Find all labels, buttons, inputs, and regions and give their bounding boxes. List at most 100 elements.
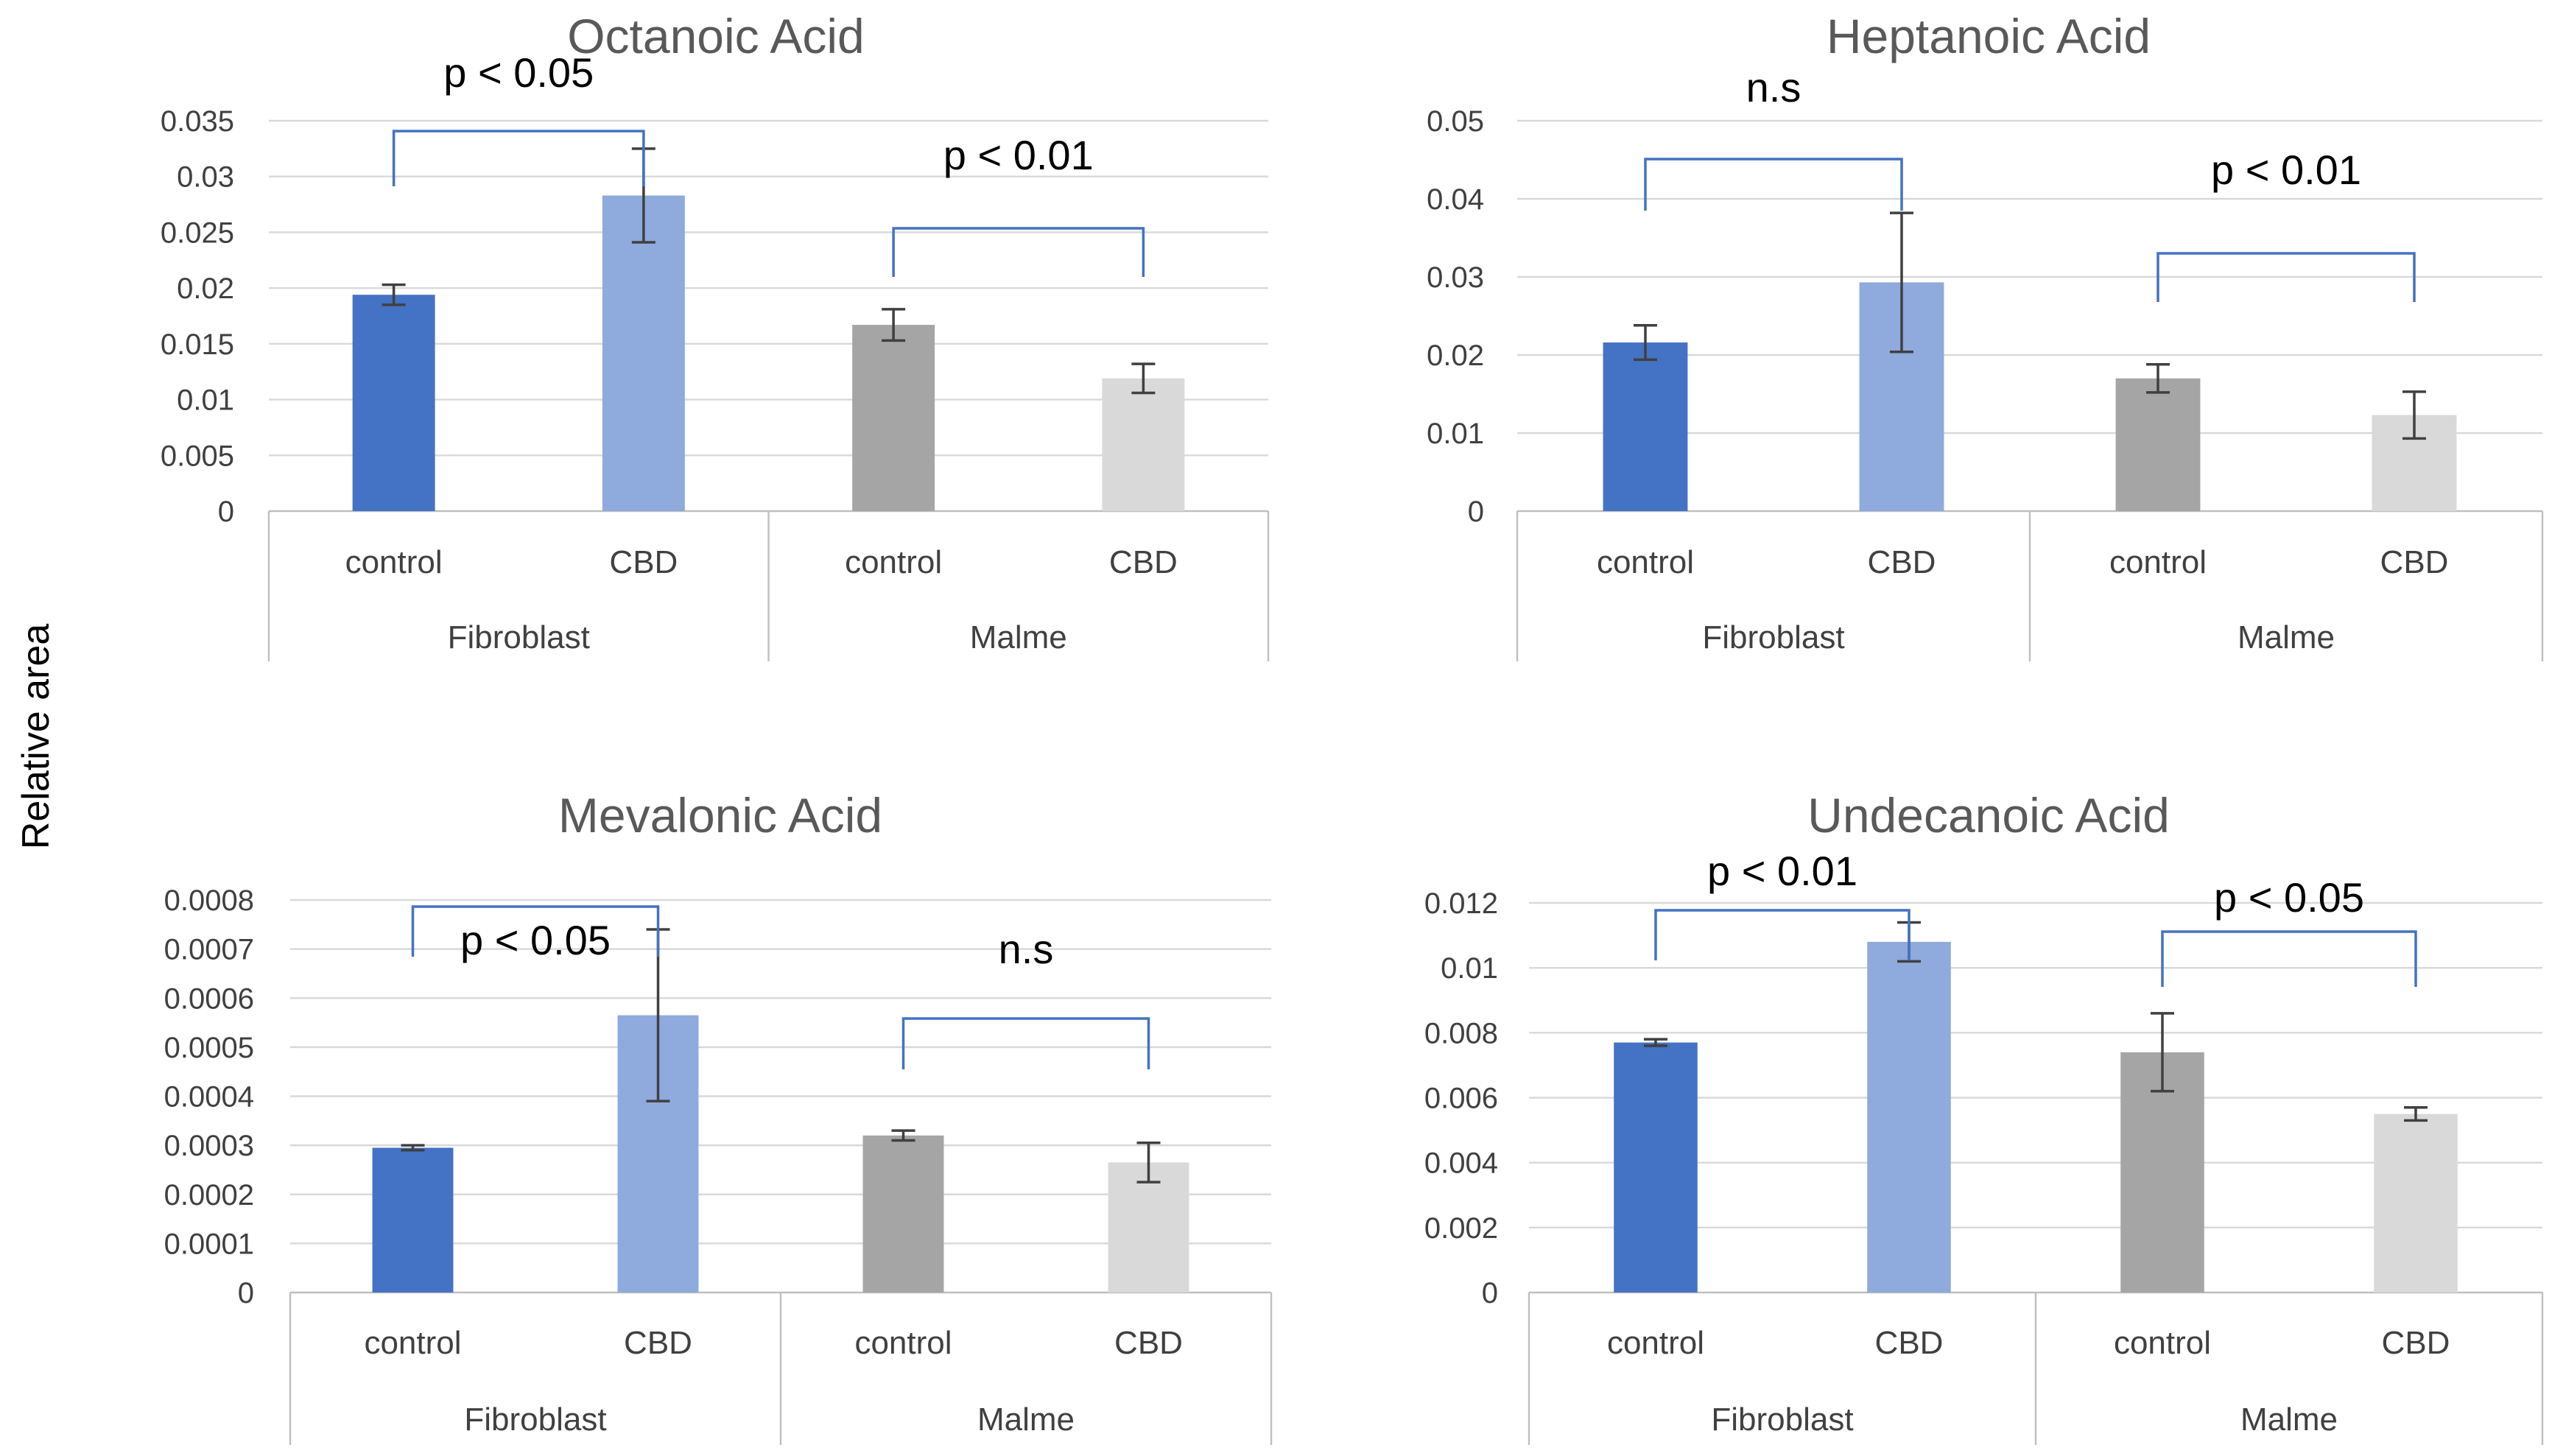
error-bar	[2404, 1105, 2428, 1122]
significance-label: p < 0.05	[460, 917, 611, 963]
significance-label: p < 0.01	[1707, 848, 1857, 894]
chart-title: Heptanoic Acid	[1827, 9, 2151, 63]
x-category-label: CBD	[1109, 544, 1178, 580]
x-group-label: Fibroblast	[448, 619, 590, 655]
y-tick-label: 0.01	[177, 384, 234, 417]
bar-control	[2115, 378, 2201, 511]
bar-cbd	[602, 195, 685, 511]
x-category-label: CBD	[2382, 1325, 2450, 1361]
y-tick-label: 0.01	[1427, 418, 1484, 450]
x-category-label: control	[2109, 544, 2207, 580]
x-category-label: CBD	[624, 1325, 692, 1361]
x-category-label: CBD	[609, 544, 678, 580]
significance-bracket	[2161, 930, 2417, 987]
bar-control	[372, 1147, 454, 1293]
y-tick-label: 0.0008	[164, 884, 254, 917]
x-group-label: Fibroblast	[1711, 1402, 1853, 1438]
y-tick-label: 0.005	[161, 440, 234, 472]
y-tick-label: 0.006	[1424, 1083, 1498, 1115]
bar-control	[352, 295, 435, 511]
y-tick-label: 0.025	[161, 217, 234, 249]
x-group-label: Malme	[2238, 619, 2335, 655]
error-bar	[401, 1144, 425, 1152]
y-tick-label: 0.0007	[164, 934, 254, 966]
y-tick-label: 0.03	[177, 161, 234, 194]
x-category-label: control	[854, 1325, 952, 1361]
significance-label: p < 0.01	[943, 132, 1094, 178]
y-tick-label: 0	[218, 496, 234, 528]
bar-control	[852, 325, 935, 511]
y-tick-label: 0.02	[177, 272, 234, 305]
error-bar	[882, 308, 906, 342]
x-category-label: CBD	[2380, 544, 2449, 580]
x-category-label: control	[364, 1325, 461, 1361]
error-bar	[2146, 362, 2170, 394]
error-bar	[1136, 1142, 1161, 1184]
chart-title: Octanoic Acid	[567, 9, 865, 63]
charts-root: Octanoic Acid 0 0.005 0.01 0.015 0.02 0.025 0.0…	[161, 9, 2544, 1445]
bar-cbd	[1102, 378, 1185, 511]
y-tick-label: 0	[238, 1277, 254, 1309]
x-category-label: CBD	[1875, 1325, 1944, 1361]
x-category-label: control	[2114, 1325, 2211, 1361]
y-tick-label: 0.015	[161, 328, 234, 361]
y-tick-label: 0.04	[1427, 183, 1484, 216]
significance-bracket	[892, 227, 1145, 277]
chart-title: Undecanoic Acid	[1807, 788, 2170, 843]
significance-bracket	[392, 130, 645, 186]
y-tick-label: 0.002	[1424, 1212, 1498, 1245]
error-bar	[2151, 1012, 2174, 1093]
error-bar	[382, 283, 406, 306]
bar-cbd	[2374, 1114, 2458, 1293]
x-category-label: control	[1607, 1325, 1704, 1361]
significance-label: n.s	[999, 926, 1054, 972]
significance-bracket	[2156, 252, 2416, 302]
y-tick-label: 0.008	[1424, 1017, 1498, 1049]
significance-bracket	[901, 1017, 1150, 1069]
x-group-label: Malme	[977, 1402, 1075, 1438]
significance-label: n.s	[1746, 64, 1801, 110]
x-group-label: Malme	[970, 619, 1067, 655]
x-group-label: Malme	[2240, 1402, 2338, 1438]
error-bar	[891, 1129, 915, 1142]
y-tick-label: 0.0002	[164, 1179, 254, 1211]
y-axis-label: Relative area	[15, 624, 57, 849]
y-tick-label: 0	[1468, 496, 1484, 528]
error-bar	[1634, 323, 1657, 362]
y-tick-label: 0.03	[1427, 261, 1484, 294]
y-tick-label: 0.035	[161, 105, 234, 138]
chart-panel-3: Mevalonic Acid 0 0.0001 0.0002 0.0003 0.0004 0…	[164, 788, 1273, 1445]
significance-label: p < 0.01	[2211, 147, 2361, 193]
x-category-label: CBD	[1114, 1325, 1183, 1361]
y-tick-label: 0.0005	[164, 1032, 254, 1064]
significance-bracket	[1644, 158, 1903, 211]
significance-label: p < 0.05	[2214, 874, 2364, 921]
error-bar	[1131, 362, 1156, 395]
bar-control	[1603, 342, 1688, 511]
x-group-label: Fibroblast	[1702, 619, 1844, 655]
y-tick-label: 0	[1482, 1277, 1498, 1309]
bar-control	[1614, 1042, 1698, 1293]
y-tick-label: 0.0004	[164, 1081, 254, 1114]
x-category-label: control	[1597, 544, 1694, 580]
error-bar	[1890, 211, 1913, 354]
y-tick-label: 0.02	[1427, 340, 1484, 372]
y-tick-label: 0.012	[1424, 887, 1498, 920]
significance-label: p < 0.05	[443, 49, 594, 96]
chart-panel-4: Undecanoic Acid 0 0.002 0.004 0.006 0.008 0.01…	[1424, 788, 2544, 1445]
y-tick-label: 0.0001	[164, 1228, 254, 1260]
chart-panel-2: Heptanoic Acid 0 0.01 0.02 0.03 0.04 0.05 contr…	[1427, 9, 2544, 661]
y-tick-label: 0.0006	[164, 982, 254, 1015]
significance-bracket	[411, 905, 660, 957]
y-tick-label: 0.01	[1441, 952, 1498, 985]
chart-title: Mevalonic Acid	[558, 788, 882, 843]
chart-panel-1: Octanoic Acid 0 0.005 0.01 0.015 0.02 0.025 0.0…	[161, 9, 1270, 661]
y-tick-label: 0.004	[1424, 1147, 1498, 1180]
error-bar	[1644, 1038, 1667, 1047]
x-category-label: control	[845, 544, 942, 580]
x-category-label: control	[345, 544, 443, 580]
y-tick-label: 0.05	[1427, 105, 1484, 138]
y-tick-label: 0.0003	[164, 1130, 254, 1162]
bar-cbd	[1867, 941, 1951, 1293]
